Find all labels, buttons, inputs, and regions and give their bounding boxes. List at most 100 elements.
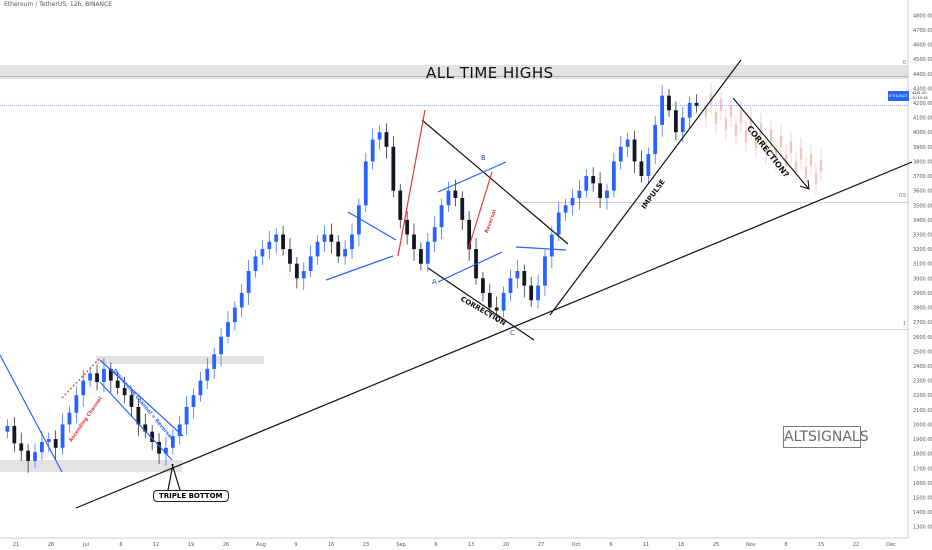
candle-body xyxy=(460,197,465,220)
candle-body xyxy=(226,322,230,337)
candle-body xyxy=(232,307,237,323)
x-tick-label: 9 xyxy=(294,542,297,548)
candle-body xyxy=(481,278,485,293)
candle-body xyxy=(632,139,637,162)
x-tick-label: 21 xyxy=(13,542,19,548)
projection-candle xyxy=(799,147,803,160)
projection-candle xyxy=(729,105,733,117)
projection-candle xyxy=(809,153,813,166)
x-tick-label: 15 xyxy=(818,542,824,548)
x-tick-label: Jul xyxy=(82,542,89,548)
candle-body xyxy=(694,102,699,106)
projection-candle xyxy=(744,130,748,142)
y-tick-label: 4800.00 xyxy=(913,13,932,19)
candle-body xyxy=(625,139,630,147)
chart-title: Ethereum / TetherUS, 12h, BINANCE xyxy=(4,1,113,8)
candle-body xyxy=(157,441,161,454)
candle-body xyxy=(529,285,534,301)
x-tick-label: Aug xyxy=(256,542,266,548)
candle-body xyxy=(102,368,106,383)
y-tick-label: 1600.00 xyxy=(913,481,932,487)
candle-body xyxy=(377,132,382,140)
support-zone xyxy=(0,460,182,472)
projection-candle xyxy=(784,154,788,167)
candle-body xyxy=(177,424,182,437)
candle-body xyxy=(88,373,93,381)
projection-candle xyxy=(814,172,818,185)
candle-body xyxy=(680,117,685,133)
y-tick-label: 1500.00 xyxy=(913,495,932,501)
y-tick-label: 3500.00 xyxy=(913,203,932,209)
y-tick-label: 2800.00 xyxy=(913,306,932,312)
x-tick-label: 19 xyxy=(188,542,194,548)
y-tick-label: 2200.00 xyxy=(913,393,932,399)
channels xyxy=(0,161,567,473)
y-tick-label: 2300.00 xyxy=(913,379,932,385)
triple-bottom-label: TRIPLE BOTTOM xyxy=(153,490,229,502)
price-tag-value: 4181.00 10:10:18 xyxy=(912,90,928,100)
candle-body xyxy=(350,234,354,250)
x-tick-label: 25 xyxy=(713,542,719,548)
candle-body xyxy=(549,234,554,257)
x-tick-label: 22 xyxy=(853,542,859,548)
y-tick-label: 3700.00 xyxy=(913,174,932,180)
all-time-highs-label: ALL TIME HIGHS xyxy=(426,64,554,82)
x-tick-label: 6 xyxy=(434,542,437,548)
candle-body xyxy=(33,452,37,461)
candle-body xyxy=(122,387,127,396)
projection-candle xyxy=(789,141,793,154)
level-label-top: 0 xyxy=(903,60,906,66)
x-tick-label: Sep xyxy=(396,542,405,548)
candle-body xyxy=(673,110,678,133)
candle-body xyxy=(26,450,31,461)
candle-body xyxy=(12,425,17,444)
candle-body xyxy=(81,380,86,396)
x-tick-label: 12 xyxy=(153,542,159,548)
y-tick-label: 3100.00 xyxy=(913,262,932,268)
projection-candle xyxy=(774,148,778,161)
candle-body xyxy=(267,241,272,250)
candle-body xyxy=(5,425,10,432)
candle-body xyxy=(646,154,651,177)
y-tick-label: 4400.00 xyxy=(913,72,932,78)
candle-body xyxy=(356,205,361,235)
x-tick-label: 8 xyxy=(784,542,787,548)
candle-body xyxy=(184,406,189,425)
candle-body xyxy=(543,256,547,286)
candle-body xyxy=(288,249,292,264)
candle-body xyxy=(398,190,403,220)
candle-body xyxy=(453,190,458,198)
candle-body xyxy=(687,102,692,118)
y-tick-label: 4500.00 xyxy=(913,57,932,63)
candle-body xyxy=(412,234,416,250)
y-tick-label: 1800.00 xyxy=(913,452,932,458)
y-tick-label: 3900.00 xyxy=(913,145,932,151)
candle-body xyxy=(253,256,258,271)
y-tick-label: 2000.00 xyxy=(913,422,932,428)
projection-candle xyxy=(714,111,718,124)
y-tick-label: 3400.00 xyxy=(913,218,932,224)
x-tick-label: 13 xyxy=(468,542,474,548)
candle-body xyxy=(40,441,44,453)
projection-candle xyxy=(754,136,758,149)
y-tick-label: 4700.00 xyxy=(913,28,932,34)
candle-body xyxy=(260,249,265,257)
candle-body xyxy=(315,241,320,257)
y-tick-label: 3800.00 xyxy=(913,159,932,165)
impulse-line xyxy=(549,59,742,316)
candle-body xyxy=(570,197,575,206)
x-tick-label: 23 xyxy=(363,542,369,548)
candle-body xyxy=(405,219,410,235)
y-tick-label: 2700.00 xyxy=(913,320,932,326)
candle-body xyxy=(432,227,437,242)
candle-body xyxy=(274,234,279,242)
ath-zone xyxy=(0,65,908,79)
x-tick-label: 6 xyxy=(119,542,122,548)
candle-body xyxy=(584,176,589,191)
candle-body xyxy=(301,271,306,279)
y-tick-label: 2500.00 xyxy=(913,349,932,355)
x-tick-label: 20 xyxy=(503,542,509,548)
x-tick-label: 11 xyxy=(643,542,649,548)
x-tick-label: Oct xyxy=(572,542,581,548)
